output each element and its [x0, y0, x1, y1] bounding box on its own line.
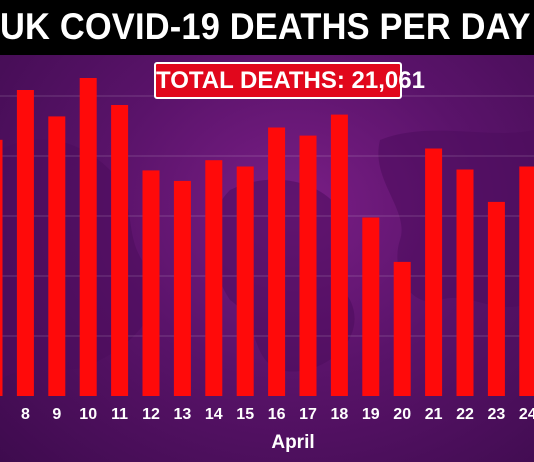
bar-april-16	[268, 127, 286, 396]
bar-april-19	[362, 217, 380, 396]
x-tick-labels: 78910111213141516171819202122232425	[21, 406, 534, 423]
x-tick-label: 15	[236, 406, 254, 423]
x-tick-label: 18	[331, 406, 349, 423]
x-tick-label: 9	[52, 406, 61, 423]
x-tick-label: 21	[425, 406, 443, 423]
x-tick-label: 23	[488, 406, 506, 423]
total-deaths-badge: TOTAL DEATHS: 21,061	[154, 62, 425, 99]
x-tick-label: 14	[205, 406, 223, 423]
bar-april-23	[487, 201, 505, 396]
bar-april-8	[16, 90, 34, 396]
bar-april-14	[205, 160, 223, 396]
bar-april-20	[393, 261, 411, 396]
bars	[0, 78, 534, 397]
x-tick-label: 24	[519, 406, 534, 423]
x-tick-label: 17	[299, 406, 317, 423]
bar-april-18	[330, 114, 348, 396]
x-tick-label: 11	[111, 406, 128, 423]
x-tick-label: 20	[393, 406, 411, 423]
bar-april-7	[0, 139, 3, 397]
bar-april-24	[519, 166, 534, 396]
x-tick-label: 16	[268, 406, 286, 423]
bar-april-13	[173, 180, 191, 396]
x-tick-label: 19	[362, 406, 380, 423]
chart-title: UK COVID-19 DEATHS PER DAY	[0, 6, 531, 47]
bar-april-21	[425, 148, 443, 396]
x-tick-label: 12	[142, 406, 160, 423]
title-bar: UK COVID-19 DEATHS PER DAY	[0, 0, 534, 55]
bar-april-10	[79, 78, 97, 396]
x-tick-label: 10	[79, 406, 97, 423]
bar-april-12	[142, 170, 160, 396]
bar-april-22	[456, 169, 474, 396]
x-tick-label: 13	[174, 406, 192, 423]
x-tick-label: 8	[21, 406, 30, 423]
x-axis-label: April	[271, 432, 314, 453]
bar-april-17	[299, 135, 317, 396]
bar-april-9	[48, 116, 66, 397]
x-tick-label: 22	[456, 406, 474, 423]
bar-april-15	[236, 166, 254, 396]
bar-april-11	[111, 105, 129, 396]
